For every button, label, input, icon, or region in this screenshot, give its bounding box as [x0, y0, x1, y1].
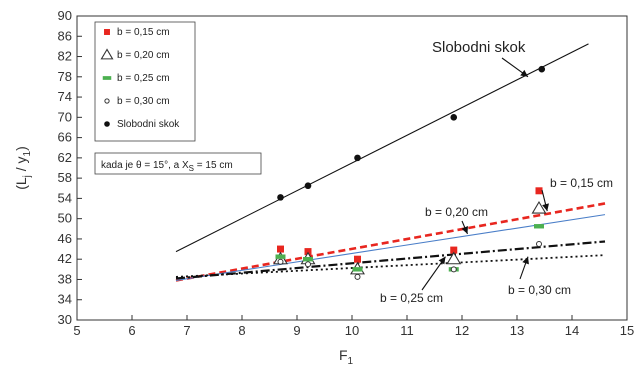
annotation-arrow-head: [520, 69, 528, 77]
legend-label: b = 0,30 cm: [117, 96, 170, 107]
data-point-series-0: [304, 248, 312, 256]
x-tick-label: 5: [73, 323, 80, 338]
annotation-label: Slobodni skok: [432, 39, 526, 56]
y-tick-label: 54: [58, 190, 72, 205]
annotation-arrow-head: [522, 256, 529, 265]
x-tick-label: 10: [345, 323, 359, 338]
y-tick-label: 50: [58, 211, 72, 226]
data-point-series-3: [305, 261, 311, 268]
data-points: [273, 65, 547, 280]
condition-box: kada je θ = 15°, a XS = 15 cm: [94, 152, 262, 175]
annotation-label: b = 0,30 cm: [508, 283, 571, 297]
x-tick-label: 6: [128, 323, 135, 338]
data-point-series-1: [446, 251, 462, 265]
y-tick-label: 74: [58, 89, 72, 104]
annotation-label: b = 0,25 cm: [380, 291, 443, 305]
legend-marker-0: [104, 29, 110, 35]
condition-text: kada je θ = 15°, a XS = 15 cm: [101, 160, 233, 173]
y-tick-label: 46: [58, 231, 72, 246]
data-point-series-3: [536, 241, 542, 247]
data-point-series-4: [450, 114, 458, 121]
data-point-series-4: [304, 182, 312, 190]
data-point-series-3: [354, 273, 361, 280]
annotation-arrow-head: [438, 256, 446, 265]
annotation-label: b = 0,20 cm: [425, 205, 488, 219]
x-tick-label: 13: [510, 323, 524, 338]
data-point-series-3: [450, 266, 457, 273]
legend-label: b = 0,15 cm: [117, 27, 170, 38]
data-point-series-0: [354, 255, 361, 263]
x-tick-label: 11: [400, 323, 414, 338]
data-point-series-2: [352, 267, 363, 272]
legend-marker-2: [102, 76, 112, 80]
data-point-series-1: [531, 200, 547, 214]
data-point-series-0: [535, 187, 543, 195]
trend-lines: [175, 43, 606, 282]
data-point-series-0: [450, 246, 458, 254]
data-point-series-2: [534, 224, 544, 229]
legend: b = 0,15 cm b = 0,20 cm b = 0,25 cm b = 0,3…: [94, 21, 196, 142]
annotation-arrow-head: [461, 226, 468, 234]
annotations: Slobodni skok b = 0,15 cm b = 0,20 cm b = 0…: [380, 39, 613, 305]
data-point-series-4: [277, 194, 284, 201]
x-tick-label: 7: [183, 323, 190, 338]
trend-line-4: [175, 43, 589, 253]
condition-box-frame: [94, 152, 262, 175]
legend-marker-3: [104, 98, 110, 104]
x-tick-label: 15: [620, 323, 634, 338]
data-point-series-2: [303, 257, 313, 262]
y-tick-label: 90: [58, 8, 72, 23]
y-tick-label: 42: [58, 251, 72, 266]
data-point-series-2: [275, 254, 286, 259]
trend-line-2: [175, 240, 606, 280]
legend-box: [94, 21, 196, 142]
x-axis-title: F1: [339, 347, 354, 367]
legend-label: b = 0,25 cm: [117, 73, 170, 84]
x-tick-label: 9: [293, 323, 300, 338]
y-tick-label: 82: [58, 49, 72, 64]
y-tick-label: 34: [58, 292, 72, 307]
annotation-arrow-head: [542, 203, 549, 212]
y-tick-label: 30: [58, 312, 72, 327]
x-tick-label: 8: [238, 323, 245, 338]
data-point-series-4: [538, 65, 546, 73]
trend-line-1: [175, 214, 606, 282]
y-tick-label: 86: [58, 28, 72, 43]
data-point-series-0: [277, 245, 284, 253]
x-tick-label: 14: [565, 323, 579, 338]
data-point-series-3: [277, 258, 284, 265]
axis-ticks: 5 6 7 8 9 10 11 12 13 14 1530343842465054586266707…: [58, 8, 634, 338]
x-tick-label: 12: [455, 323, 469, 338]
trend-line-3: [175, 254, 606, 278]
y-tick-label: 66: [58, 130, 72, 145]
trend-line-0: [175, 202, 606, 282]
annotation-label: b = 0,15 cm: [550, 176, 613, 190]
y-tick-label: 62: [58, 150, 72, 165]
y-axis-title: (Lj / y1): [13, 146, 33, 190]
legend-label: Slobodni skok: [117, 119, 180, 130]
y-tick-label: 78: [58, 69, 72, 84]
legend-marker-4: [104, 121, 110, 127]
y-tick-label: 38: [58, 271, 72, 286]
data-point-series-4: [354, 154, 361, 162]
legend-marker-1: [100, 48, 114, 60]
legend-label: b = 0,20 cm: [117, 50, 170, 61]
y-tick-label: 58: [58, 170, 72, 185]
y-tick-label: 70: [58, 109, 72, 124]
